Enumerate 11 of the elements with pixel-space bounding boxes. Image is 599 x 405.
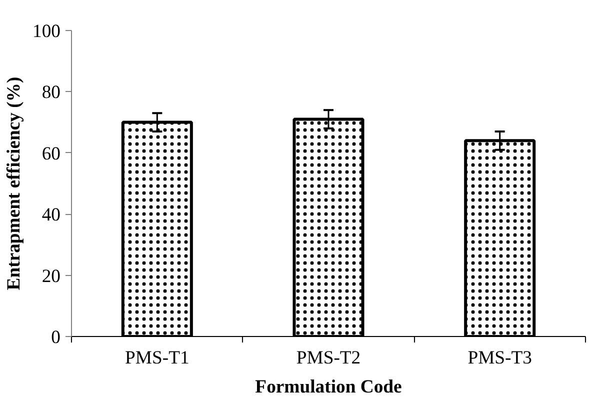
y-tick-label: 0	[51, 327, 60, 348]
x-axis-title: Formulation Code	[255, 376, 402, 398]
x-tick-label: PMS-T3	[468, 348, 532, 368]
y-axis-title: Entrapment efficiency (%)	[4, 76, 25, 290]
x-tick-label: PMS-T1	[125, 348, 190, 368]
y-tick-label: 100	[32, 21, 60, 42]
x-tick-label: PMS-T2	[296, 348, 361, 368]
y-tick-label: 60	[42, 143, 60, 164]
y-tick-label: 40	[42, 204, 60, 226]
y-tick-label: 80	[42, 82, 60, 104]
y-tick-label: 20	[42, 266, 60, 287]
